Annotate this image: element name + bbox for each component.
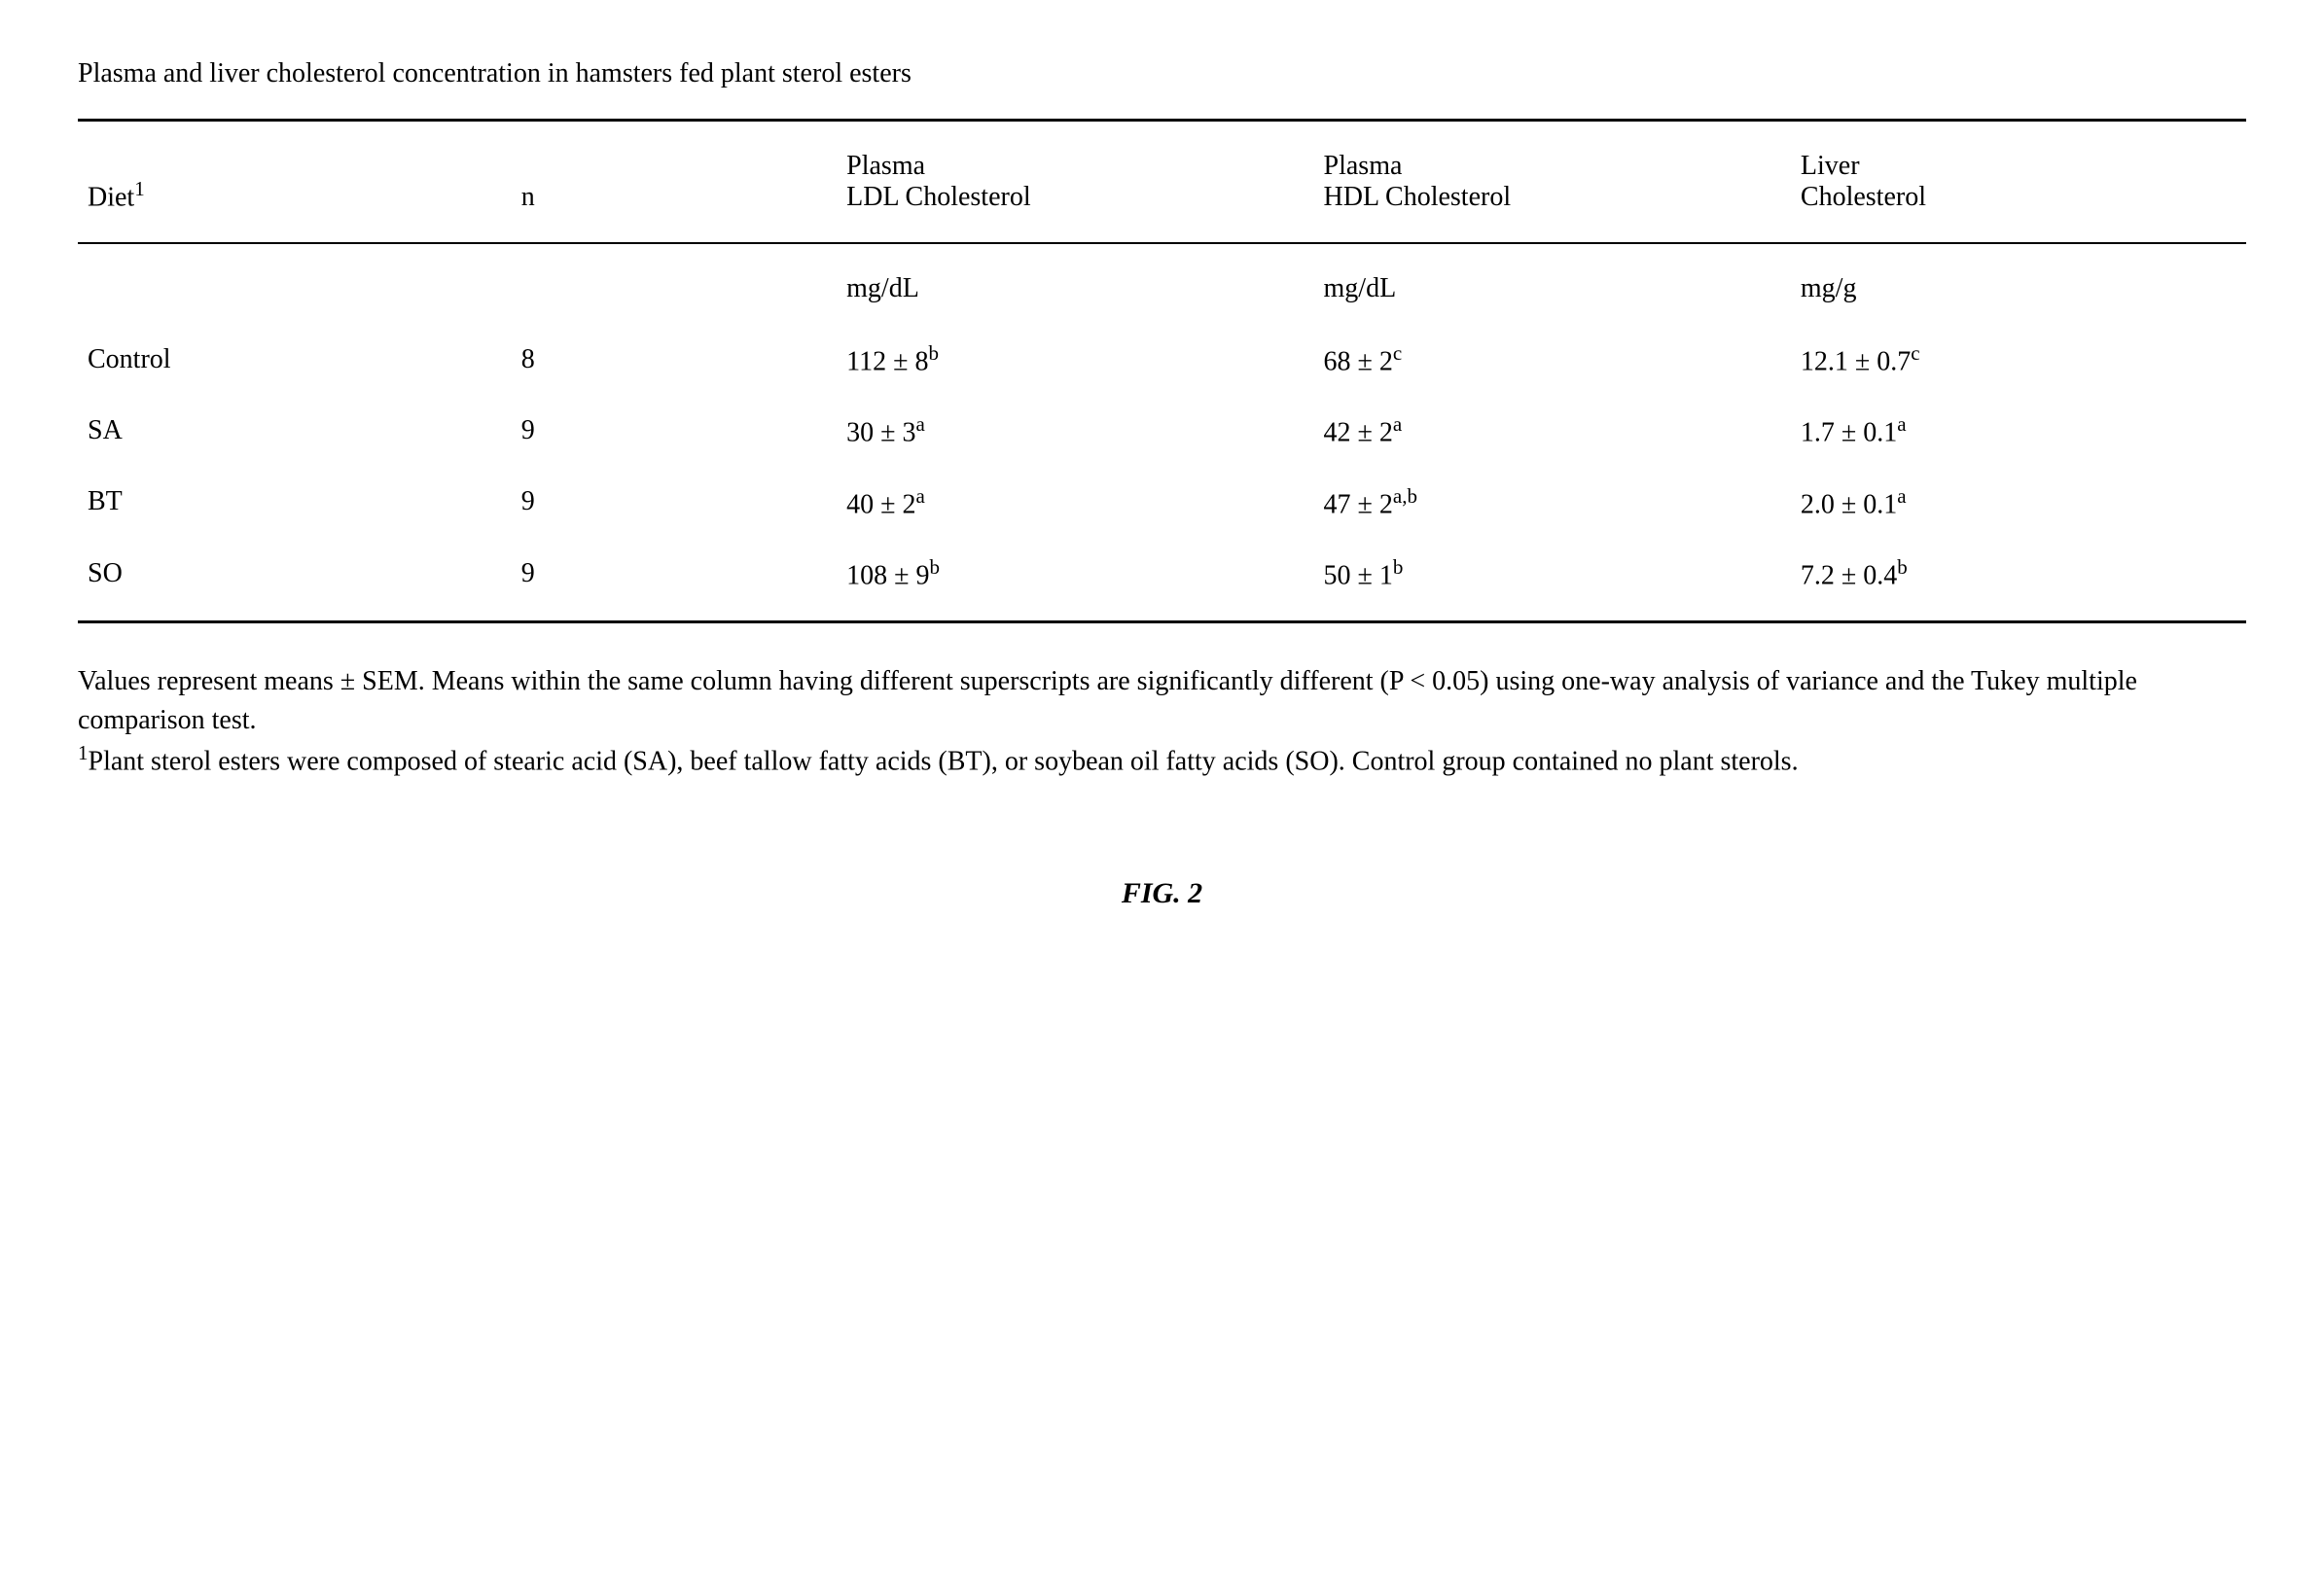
cell-n: 9 <box>512 467 837 538</box>
header-ldl-line2: LDL Cholesterol <box>846 182 1030 212</box>
cell-liver: 12.1 ± 0.7c <box>1791 324 2246 395</box>
cell-diet: Control <box>78 324 512 395</box>
cell-liver: 2.0 ± 0.1a <box>1791 467 2246 538</box>
table-row: Control 8 112 ± 8b 68 ± 2c 12.1 ± 0.7c <box>78 324 2246 395</box>
cell-liver: 1.7 ± 0.1a <box>1791 395 2246 466</box>
footnote-part2: Plant sterol esters were composed of ste… <box>89 746 1799 776</box>
cell-ldl: 40 ± 2a <box>837 467 1313 538</box>
header-liver-line1: Liver <box>1801 151 1860 181</box>
units-hdl: mg/dL <box>1314 243 1791 324</box>
cell-hdl: 47 ± 2a,b <box>1314 467 1791 538</box>
header-hdl: Plasma HDL Cholesterol <box>1314 121 1791 244</box>
cell-ldl: 108 ± 9b <box>837 538 1313 622</box>
figure-caption: FIG. 2 <box>78 877 2246 910</box>
header-ldl-line1: Plasma <box>846 151 925 181</box>
cholesterol-table: Diet1 n Plasma LDL Cholesterol Plasma HD… <box>78 119 2246 623</box>
header-hdl-line1: Plasma <box>1324 151 1403 181</box>
header-n: n <box>512 121 837 244</box>
units-row: mg/dL mg/dL mg/g <box>78 243 2246 324</box>
header-diet: Diet1 <box>78 121 512 244</box>
cell-liver: 7.2 ± 0.4b <box>1791 538 2246 622</box>
cell-n: 8 <box>512 324 837 395</box>
cell-hdl: 50 ± 1b <box>1314 538 1791 622</box>
table-footnote: Values represent means ± SEM. Means with… <box>78 662 2246 780</box>
cell-diet: SA <box>78 395 512 466</box>
units-ldl: mg/dL <box>837 243 1313 324</box>
header-diet-label: Diet <box>88 182 134 212</box>
cell-n: 9 <box>512 538 837 622</box>
header-row: Diet1 n Plasma LDL Cholesterol Plasma HD… <box>78 121 2246 244</box>
units-liver: mg/g <box>1791 243 2246 324</box>
cell-ldl: 112 ± 8b <box>837 324 1313 395</box>
header-liver-line2: Cholesterol <box>1801 182 1926 212</box>
cell-hdl: 68 ± 2c <box>1314 324 1791 395</box>
footnote-part1: Values represent means ± SEM. Means with… <box>78 666 2137 734</box>
footnote-sup: 1 <box>78 741 89 764</box>
cell-diet: SO <box>78 538 512 622</box>
cell-hdl: 42 ± 2a <box>1314 395 1791 466</box>
header-ldl: Plasma LDL Cholesterol <box>837 121 1313 244</box>
table-row: SO 9 108 ± 9b 50 ± 1b 7.2 ± 0.4b <box>78 538 2246 622</box>
cell-ldl: 30 ± 3a <box>837 395 1313 466</box>
header-hdl-line2: HDL Cholesterol <box>1324 182 1512 212</box>
cell-n: 9 <box>512 395 837 466</box>
table-row: SA 9 30 ± 3a 42 ± 2a 1.7 ± 0.1a <box>78 395 2246 466</box>
header-diet-sup: 1 <box>134 177 145 200</box>
table-row: BT 9 40 ± 2a 47 ± 2a,b 2.0 ± 0.1a <box>78 467 2246 538</box>
header-liver: Liver Cholesterol <box>1791 121 2246 244</box>
cell-diet: BT <box>78 467 512 538</box>
table-title: Plasma and liver cholesterol concentrati… <box>78 58 2246 89</box>
